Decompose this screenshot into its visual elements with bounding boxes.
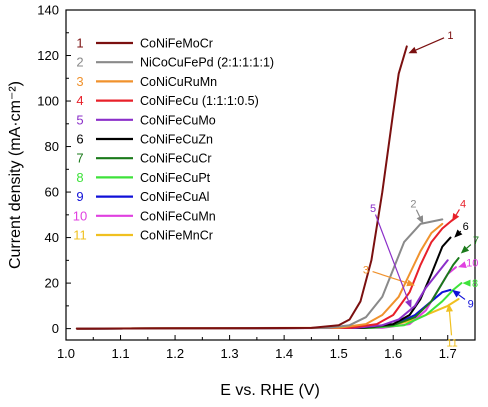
annotation-label: 1 <box>447 30 453 42</box>
annotation-arrow-head <box>446 303 453 312</box>
annotation-arrow-line <box>459 230 462 233</box>
annotation-arrow-line <box>415 37 445 51</box>
legend-entry-label: CoNiCuRuMn <box>140 75 217 89</box>
y-axis: 0 20 40 60 80 100 120 140 <box>37 3 71 336</box>
annotation-arrow-head <box>454 229 463 238</box>
legend-number: 1 <box>76 36 83 51</box>
legend-number: 7 <box>76 151 83 166</box>
x-tick-label: 1.2 <box>166 346 184 361</box>
annotation-label: 10 <box>466 258 478 270</box>
y-tick-label: 60 <box>45 185 59 200</box>
annotation-arrow-line <box>415 209 421 217</box>
annotation-arrow-head <box>416 215 424 224</box>
y-tick-label: 100 <box>37 94 59 109</box>
legend-number: 9 <box>76 189 83 204</box>
x-axis-label: E vs. RHE (V) <box>220 382 320 399</box>
annotation-arrow-head <box>458 261 467 269</box>
legend-number: 3 <box>76 74 83 89</box>
annotation-arrow-head <box>406 279 416 287</box>
y-tick-label: 40 <box>45 230 59 245</box>
series-line-2 <box>75 218 444 330</box>
annotation-arrow-line <box>448 311 453 336</box>
annotation-arrow-line <box>458 294 466 300</box>
annotation-arrow-line <box>466 244 472 249</box>
y-tick-label: 0 <box>52 321 59 336</box>
legend-entry-label: CoNiFeCuMn <box>140 209 216 223</box>
annotation-arrow-head <box>405 299 412 309</box>
annotation-arrow-head <box>408 46 418 54</box>
annotation-arrow-line <box>455 209 460 216</box>
annotation-label: 11 <box>446 337 457 349</box>
legend-number: 2 <box>76 55 83 70</box>
x-tick-label: 1.5 <box>330 346 348 361</box>
series-line-3 <box>75 222 444 330</box>
annotation-arrow-line <box>372 271 408 284</box>
annotation-arrow-head <box>452 289 461 298</box>
legend-entry-label: CoNiFeCuZn <box>140 133 213 147</box>
annotation-arrow-line <box>374 214 409 301</box>
y-tick-label: 20 <box>45 276 59 291</box>
x-tick-label: 1.3 <box>221 346 239 361</box>
y-tick-label: 80 <box>45 139 59 154</box>
annotation-label: 4 <box>460 198 466 210</box>
legend-number: 5 <box>76 112 83 127</box>
y-axis-label: Current density (mA·cm⁻²) <box>7 81 24 269</box>
legend-entry-label: CoNiFeCuAl <box>140 190 209 204</box>
annotation-label: 7 <box>473 235 479 247</box>
x-tick-label: 1.6 <box>384 346 402 361</box>
series-layer <box>75 45 463 330</box>
legend-number: 11 <box>73 228 87 243</box>
legend-entry-label: CoNiFeCuCr <box>140 152 212 166</box>
legend-number: 10 <box>73 208 87 223</box>
x-tick-label: 1.1 <box>111 346 129 361</box>
series-line-1 <box>75 45 408 330</box>
legend-entry-label: CoNiFeMnCr <box>140 229 213 243</box>
legend-number: 6 <box>76 132 83 147</box>
x-tick-label: 1.4 <box>275 346 293 361</box>
annotation-arrow-head <box>452 212 460 222</box>
plot-frame <box>65 9 476 341</box>
y-tick-label: 140 <box>37 3 59 18</box>
legend-entry-label: NiCoCuFePd (2:1:1:1:1) <box>140 56 274 70</box>
legend-entry-label: CoNiFeCuPt <box>140 171 211 185</box>
legend-entry-label: CoNiFeMoCr <box>140 37 213 51</box>
legend-number: 8 <box>76 170 83 185</box>
x-tick-label: 1.7 <box>439 346 457 361</box>
legend-number: 4 <box>76 93 83 108</box>
annotation-label: 2 <box>410 198 416 210</box>
annotation-label: 8 <box>472 278 478 290</box>
legend: 1 CoNiFeMoCr 2 NiCoCuFePd (2:1:1:1:1) 3 CoNiC… <box>73 36 274 243</box>
y-tick-label: 120 <box>37 48 59 63</box>
legend-entry-label: CoNiFeCuMo <box>140 113 216 127</box>
annotation-arrow-head <box>460 245 470 254</box>
x-tick-label: 1.0 <box>57 346 75 361</box>
annotation-label: 3 <box>363 264 369 276</box>
annotation-label: 6 <box>463 221 469 233</box>
x-axis: 1.0 1.1 1.2 1.3 1.4 1.5 1.6 1.7 <box>57 335 457 361</box>
annotations: 1 2 3 4 5 67 10 8 9 11 <box>363 30 479 349</box>
annotation-arrow-head <box>462 279 471 287</box>
annotation-label: 9 <box>468 299 474 311</box>
series-line-4 <box>75 218 455 330</box>
legend-entry-label: CoNiFeCu (1:1:1:0.5) <box>140 94 259 108</box>
annotation-label: 5 <box>370 203 376 215</box>
